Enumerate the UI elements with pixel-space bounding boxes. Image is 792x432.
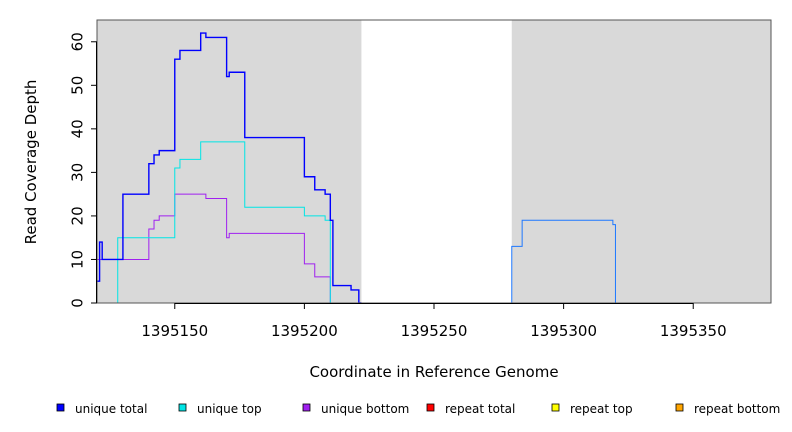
legend-label: unique total — [75, 402, 147, 416]
y-tick-label: 30 — [68, 163, 86, 182]
x-tick-label: 1395150 — [141, 322, 208, 340]
y-tick-label: 0 — [68, 298, 86, 308]
legend-swatch — [426, 403, 435, 412]
y-tick-label: 50 — [68, 76, 86, 95]
legend: unique total unique top unique bottom repea… — [56, 402, 780, 416]
y-tick-label: 60 — [68, 32, 86, 51]
legend-swatch — [675, 403, 684, 412]
series-line-unique-top — [97, 141, 362, 304]
legend-swatch — [178, 403, 187, 412]
legend-swatch — [302, 403, 311, 412]
x-tick-label: 1395250 — [401, 322, 468, 340]
legend-label: repeat total — [445, 402, 515, 416]
legend-label: unique top — [197, 402, 262, 416]
y-axis-label: Read Coverage Depth — [22, 80, 40, 245]
shaded-region-1 — [511, 20, 771, 303]
x-tick-label: 1395200 — [271, 322, 338, 340]
y-tick-label: 10 — [68, 250, 86, 269]
x-axis-label: Coordinate in Reference Genome — [309, 363, 558, 381]
legend-label: unique bottom — [321, 402, 409, 416]
x-tick-label: 1395350 — [660, 322, 727, 340]
x-axis: 1395150 1395200 1395250 1395300 1395350 — [141, 303, 727, 340]
x-tick-label: 1395300 — [530, 322, 597, 340]
legend-swatch — [551, 403, 560, 412]
series-line-unique-bottom — [97, 193, 362, 304]
series-line-segment-6 — [361, 219, 771, 304]
legend-label: repeat top — [570, 402, 633, 416]
legend-label: repeat bottom — [694, 402, 780, 416]
legend-swatch — [56, 403, 65, 412]
y-tick-label: 20 — [68, 206, 86, 225]
y-tick-label: 40 — [68, 119, 86, 138]
shaded-regions — [97, 20, 771, 303]
series-line-unique-total — [97, 32, 362, 304]
shaded-region-0 — [97, 20, 362, 303]
y-axis: 0 10 20 30 40 50 60 — [68, 32, 97, 308]
